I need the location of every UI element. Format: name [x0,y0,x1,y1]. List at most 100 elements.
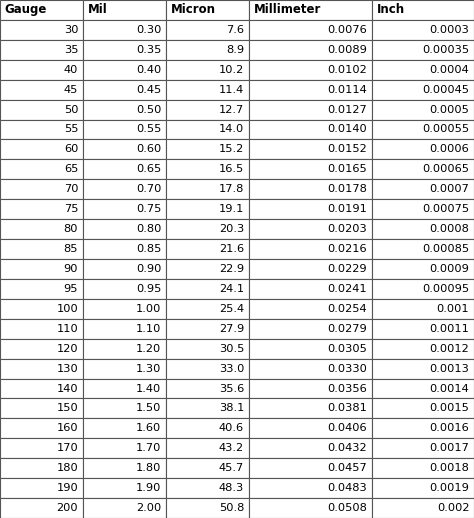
Bar [166,120,249,139]
Text: 0.50: 0.50 [136,105,161,114]
Text: 0.0216: 0.0216 [328,244,367,254]
Bar [249,339,372,358]
Text: 0.0508: 0.0508 [328,503,367,513]
Text: 1.00: 1.00 [136,304,161,314]
Bar [372,259,474,279]
Text: 0.0014: 0.0014 [429,383,469,394]
Text: 0.0017: 0.0017 [429,443,469,453]
Text: 0.0016: 0.0016 [429,423,469,434]
Text: 0.0076: 0.0076 [328,25,367,35]
Bar [166,20,249,40]
Text: 1.30: 1.30 [136,364,161,373]
Bar [166,160,249,179]
Bar [372,40,474,60]
Bar [249,319,372,339]
Text: 120: 120 [56,343,78,354]
Text: 150: 150 [56,404,78,413]
Bar [0,120,83,139]
Text: 170: 170 [56,443,78,453]
Bar [0,199,83,219]
Bar [0,259,83,279]
Bar [83,139,166,160]
Text: 0.0152: 0.0152 [328,145,367,154]
Text: 0.00045: 0.00045 [422,84,469,95]
Text: 70: 70 [64,184,78,194]
Bar [83,239,166,259]
Text: 0.55: 0.55 [136,124,161,135]
Bar [372,80,474,99]
Bar [166,339,249,358]
Bar [372,339,474,358]
Bar [0,478,83,498]
Text: 0.40: 0.40 [136,65,161,75]
Bar [372,99,474,120]
Bar [166,299,249,319]
Bar [372,478,474,498]
Bar [0,279,83,299]
Bar [83,438,166,458]
Bar [249,160,372,179]
Text: 1.10: 1.10 [136,324,161,334]
Text: 21.6: 21.6 [219,244,244,254]
Bar [0,239,83,259]
Bar [0,20,83,40]
Bar [83,279,166,299]
Text: 75: 75 [64,204,78,214]
Bar [0,339,83,358]
Bar [249,60,372,80]
Bar [372,160,474,179]
Bar [83,80,166,99]
Text: 0.00085: 0.00085 [422,244,469,254]
Text: 38.1: 38.1 [219,404,244,413]
Bar [166,358,249,379]
Bar [166,60,249,80]
Bar [249,199,372,219]
Bar [0,60,83,80]
Bar [83,379,166,398]
Text: 0.0203: 0.0203 [328,224,367,234]
Text: 40: 40 [64,65,78,75]
Bar [166,319,249,339]
Bar [166,398,249,419]
Text: 0.0007: 0.0007 [429,184,469,194]
Bar [166,40,249,60]
Text: 17.8: 17.8 [219,184,244,194]
Bar [83,199,166,219]
Bar [83,40,166,60]
Bar [0,0,83,20]
Bar [166,199,249,219]
Bar [249,398,372,419]
Bar [166,478,249,498]
Text: 1.70: 1.70 [136,443,161,453]
Bar [372,398,474,419]
Text: 0.0330: 0.0330 [328,364,367,373]
Bar [372,20,474,40]
Bar [0,139,83,160]
Text: 24.1: 24.1 [219,284,244,294]
Bar [372,199,474,219]
Text: 0.0003: 0.0003 [429,25,469,35]
Bar [249,179,372,199]
Text: 0.60: 0.60 [136,145,161,154]
Bar [83,20,166,40]
Text: 0.0114: 0.0114 [328,84,367,95]
Bar [249,379,372,398]
Text: 7.6: 7.6 [226,25,244,35]
Bar [166,279,249,299]
Bar [372,458,474,478]
Bar [83,419,166,438]
Bar [0,160,83,179]
Text: 0.001: 0.001 [437,304,469,314]
Text: 43.2: 43.2 [219,443,244,453]
Bar [166,0,249,20]
Text: 80: 80 [64,224,78,234]
Bar [249,139,372,160]
Text: 22.9: 22.9 [219,264,244,274]
Text: 0.00035: 0.00035 [422,45,469,55]
Bar [372,279,474,299]
Bar [372,120,474,139]
Text: 0.0165: 0.0165 [328,164,367,175]
Bar [0,438,83,458]
Bar [83,160,166,179]
Bar [372,179,474,199]
